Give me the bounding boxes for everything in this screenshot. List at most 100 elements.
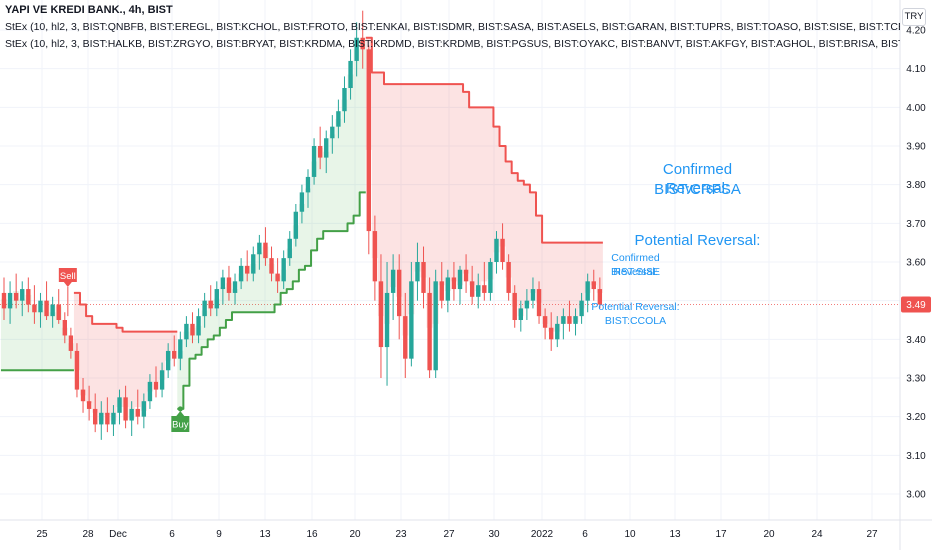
candle-body	[56, 304, 61, 320]
candle	[336, 99, 341, 139]
candle	[1, 277, 7, 320]
candle	[561, 308, 566, 340]
candle	[390, 254, 396, 320]
candle-body	[190, 323, 195, 336]
candle	[20, 281, 25, 317]
candle-body	[269, 258, 274, 274]
candle	[524, 289, 530, 320]
candle	[415, 242, 420, 301]
candle	[159, 362, 165, 398]
candle-body	[293, 211, 299, 239]
candle	[62, 312, 67, 344]
candle	[99, 401, 104, 440]
candle	[372, 215, 378, 301]
candle-body	[500, 238, 505, 262]
candle	[518, 300, 523, 332]
candle-body	[13, 292, 19, 301]
last-price-label-bg	[901, 296, 931, 313]
candle-body	[86, 401, 92, 409]
price-tick-label: 3.00	[906, 490, 926, 501]
candle-body	[445, 277, 451, 301]
price-tick-label: 3.20	[906, 412, 926, 423]
candle	[232, 273, 238, 305]
candle-body	[172, 350, 177, 359]
candle	[342, 76, 347, 123]
time-tick-label: 20	[349, 529, 361, 540]
candle-body	[38, 300, 43, 313]
candle-body	[518, 308, 523, 320]
candle	[457, 265, 463, 305]
annotation-confirmed-label: Confirmed Reversal:	[662, 161, 733, 197]
indicator-legend-2[interactable]: StEx (10, hl2, 3, BIST:HALKB, BIST:ZRGYO…	[5, 38, 900, 50]
candle	[439, 262, 444, 309]
candle-body	[384, 292, 390, 348]
candle-body	[93, 408, 98, 425]
candle-body	[421, 262, 426, 293]
candle	[597, 277, 603, 309]
candle	[324, 130, 329, 174]
resistance-fill-area	[365, 37, 603, 336]
candle-body	[299, 192, 305, 212]
symbol-title[interactable]: YAPI VE KREDI BANK., 4h, BIST	[5, 4, 173, 16]
candle-body	[257, 242, 262, 255]
indicator-legend-1[interactable]: StEx (10, hl2, 3, BIST:QNBFB, BIST:EREGL…	[5, 21, 900, 33]
candle	[427, 277, 432, 378]
candle	[281, 250, 286, 290]
candle-body	[360, 37, 365, 50]
candle	[141, 393, 147, 429]
candle	[469, 265, 475, 305]
resistance-line	[365, 36, 603, 244]
candle	[147, 374, 153, 409]
candle-body	[165, 350, 171, 371]
price-tick-label: 4.00	[906, 103, 926, 114]
candle	[257, 234, 262, 270]
time-tick-label: 13	[259, 529, 271, 540]
candle-body	[524, 300, 530, 309]
candle-body	[141, 401, 147, 417]
candle-body	[220, 277, 226, 290]
candle	[305, 169, 311, 208]
candle	[184, 316, 189, 348]
time-axis[interactable]: 25 28 Dec 6 9 13 16 20 23 27 30 2022 6 10 13 17 20 24 27	[36, 529, 878, 540]
candle-body	[463, 269, 469, 282]
candle	[93, 393, 98, 433]
sell-signal-label: Sell	[60, 271, 76, 282]
candle	[74, 343, 80, 398]
candle-body	[579, 300, 584, 317]
candle-body	[20, 289, 25, 301]
candle-body	[196, 316, 201, 336]
candle	[202, 292, 207, 328]
candle	[86, 385, 92, 421]
price-axis[interactable]: 3.003.103.203.303.403.503.603.703.803.90…	[901, 26, 931, 501]
time-tick-label: 6	[582, 529, 588, 540]
candle-body	[178, 339, 183, 359]
candle-body	[585, 281, 590, 301]
candle-body	[469, 281, 475, 297]
candle-body	[32, 304, 37, 313]
support-line	[177, 191, 366, 410]
candle	[208, 285, 213, 317]
candle-body	[530, 289, 536, 301]
candle-body	[372, 231, 378, 282]
price-tick-label: 4.20	[906, 26, 926, 37]
candle-body	[263, 242, 268, 259]
candle	[220, 269, 226, 305]
price-tick-label: 3.30	[906, 374, 926, 385]
candle	[287, 231, 292, 266]
annotation-confirmed-symbol: BIST:CRFSA	[654, 181, 741, 198]
candle	[330, 115, 335, 154]
candle	[135, 389, 140, 425]
candle-body	[512, 292, 517, 320]
candle-body	[506, 262, 511, 293]
trend-fill-areas	[0, 37, 603, 421]
candle-body	[494, 238, 499, 262]
candle-body	[245, 265, 250, 274]
candle	[275, 258, 280, 293]
time-tick-label: 17	[715, 529, 727, 540]
candle	[7, 281, 13, 324]
currency-button[interactable]: TRY	[902, 8, 926, 26]
candles	[1, 10, 603, 440]
candle	[13, 273, 19, 309]
time-tick-label: 13	[669, 529, 681, 540]
